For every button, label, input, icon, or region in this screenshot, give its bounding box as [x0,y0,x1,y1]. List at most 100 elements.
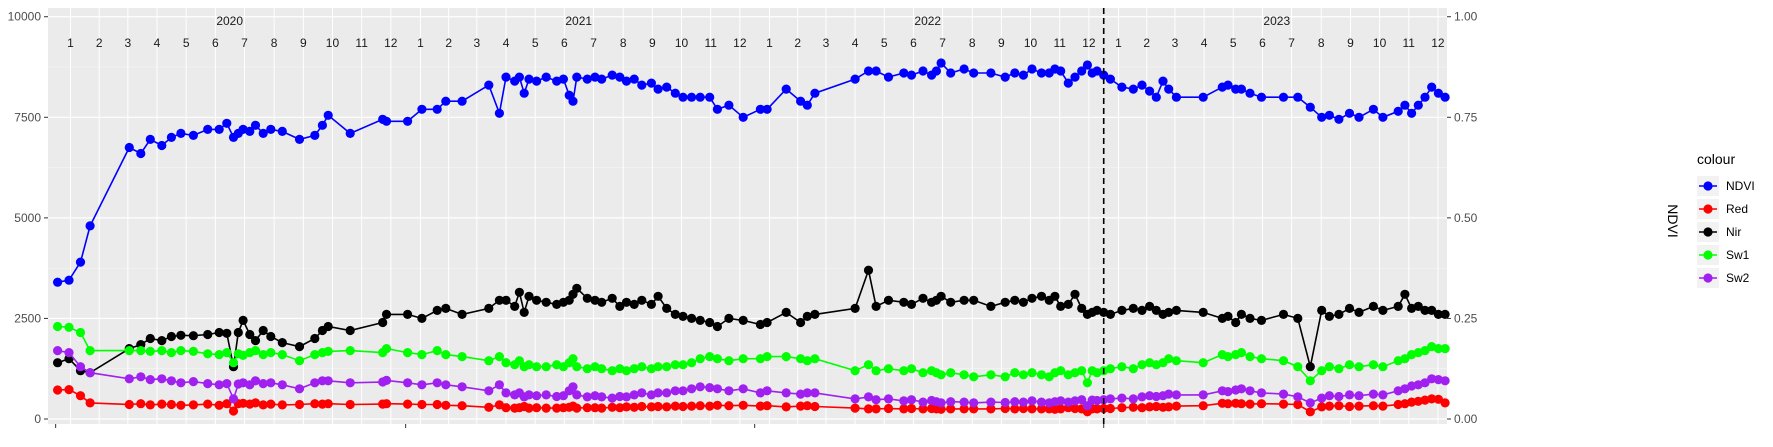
data-point [724,386,734,396]
data-point [1407,108,1417,118]
data-point [802,100,812,110]
data-point [1198,358,1208,368]
data-point [1317,305,1327,315]
data-point [85,368,95,378]
data-point [1027,404,1037,414]
data-point [1334,364,1344,374]
month-tick-label: 5 [183,36,190,50]
month-tick-label: 5 [532,36,539,50]
data-point [494,380,504,390]
data-point [345,399,355,410]
data-point [678,386,688,396]
month-tick-label: 9 [649,36,656,50]
data-point [810,401,820,412]
data-point [906,403,917,414]
data-point [176,330,186,340]
data-point [899,297,909,307]
data-point [417,313,427,323]
data-point [1427,305,1437,315]
data-point [670,360,680,370]
month-tick-label: 5 [881,36,888,50]
legend-item-sw2: Sw2 [1697,268,1750,288]
data-point [432,346,442,356]
data-point [629,390,639,400]
data-point [762,317,772,328]
data-point [85,221,95,231]
data-point [1278,309,1289,319]
data-point [802,388,812,398]
data-point [166,376,176,386]
year-label: 2023 [1263,14,1290,28]
data-point [572,283,582,293]
data-point [250,398,261,408]
data-point [294,134,305,144]
legend-key-point [1703,227,1713,237]
month-tick-label: 9 [998,36,1005,50]
data-point [597,74,607,84]
data-point [1334,114,1344,124]
left-tick-label: 0 [34,412,41,426]
data-point [883,295,894,305]
month-tick-label: 8 [969,36,976,50]
data-point [637,295,647,305]
data-point [1420,92,1430,102]
data-point [810,388,820,398]
data-point [738,400,748,410]
data-point [695,401,705,411]
data-point [75,257,86,267]
year-label: 2021 [565,14,592,28]
data-point [441,350,451,360]
data-point [712,104,723,114]
month-tick-label: 9 [1347,36,1354,50]
data-point [607,366,617,376]
data-point [653,401,663,412]
data-point [1018,297,1028,307]
month-tick-label: 3 [1172,36,1179,50]
legend-item-ndvi: NDVI [1697,176,1755,196]
month-tick-label: 2 [1143,36,1150,50]
data-point [1324,401,1334,411]
data-point [1056,301,1066,311]
data-point [1164,354,1174,364]
data-point [695,315,705,325]
data-point [1092,66,1102,76]
data-point [157,399,167,409]
data-point [705,383,715,393]
data-point [166,132,176,142]
month-tick-label: 4 [503,36,510,50]
data-point [781,84,791,94]
data-point [294,356,305,366]
data-point [1236,384,1246,394]
data-point [222,348,232,358]
data-point [796,96,806,106]
data-point [1010,295,1020,305]
data-point [258,128,268,138]
data-point [946,397,956,407]
data-point [1354,307,1364,317]
data-point [53,321,63,332]
data-point [1245,386,1255,396]
data-point [724,100,734,110]
data-point [294,399,305,410]
data-point [124,142,134,153]
data-point [188,331,198,341]
data-point [228,358,239,368]
data-point [552,391,562,402]
data-point [64,348,74,358]
data-point [1105,394,1115,404]
data-point [238,398,248,408]
month-tick-label: 6 [1259,36,1266,50]
data-point [1440,309,1450,319]
data-point [258,325,268,336]
data-point [1223,399,1233,409]
month-tick-label: 10 [675,36,689,50]
data-point [214,350,224,360]
legend-item-nir: Nir [1697,222,1741,242]
data-point [510,301,520,311]
data-point [1324,110,1334,120]
data-point [1368,401,1378,411]
data-point [1317,402,1327,412]
data-point [1236,84,1246,94]
data-point [781,402,791,412]
